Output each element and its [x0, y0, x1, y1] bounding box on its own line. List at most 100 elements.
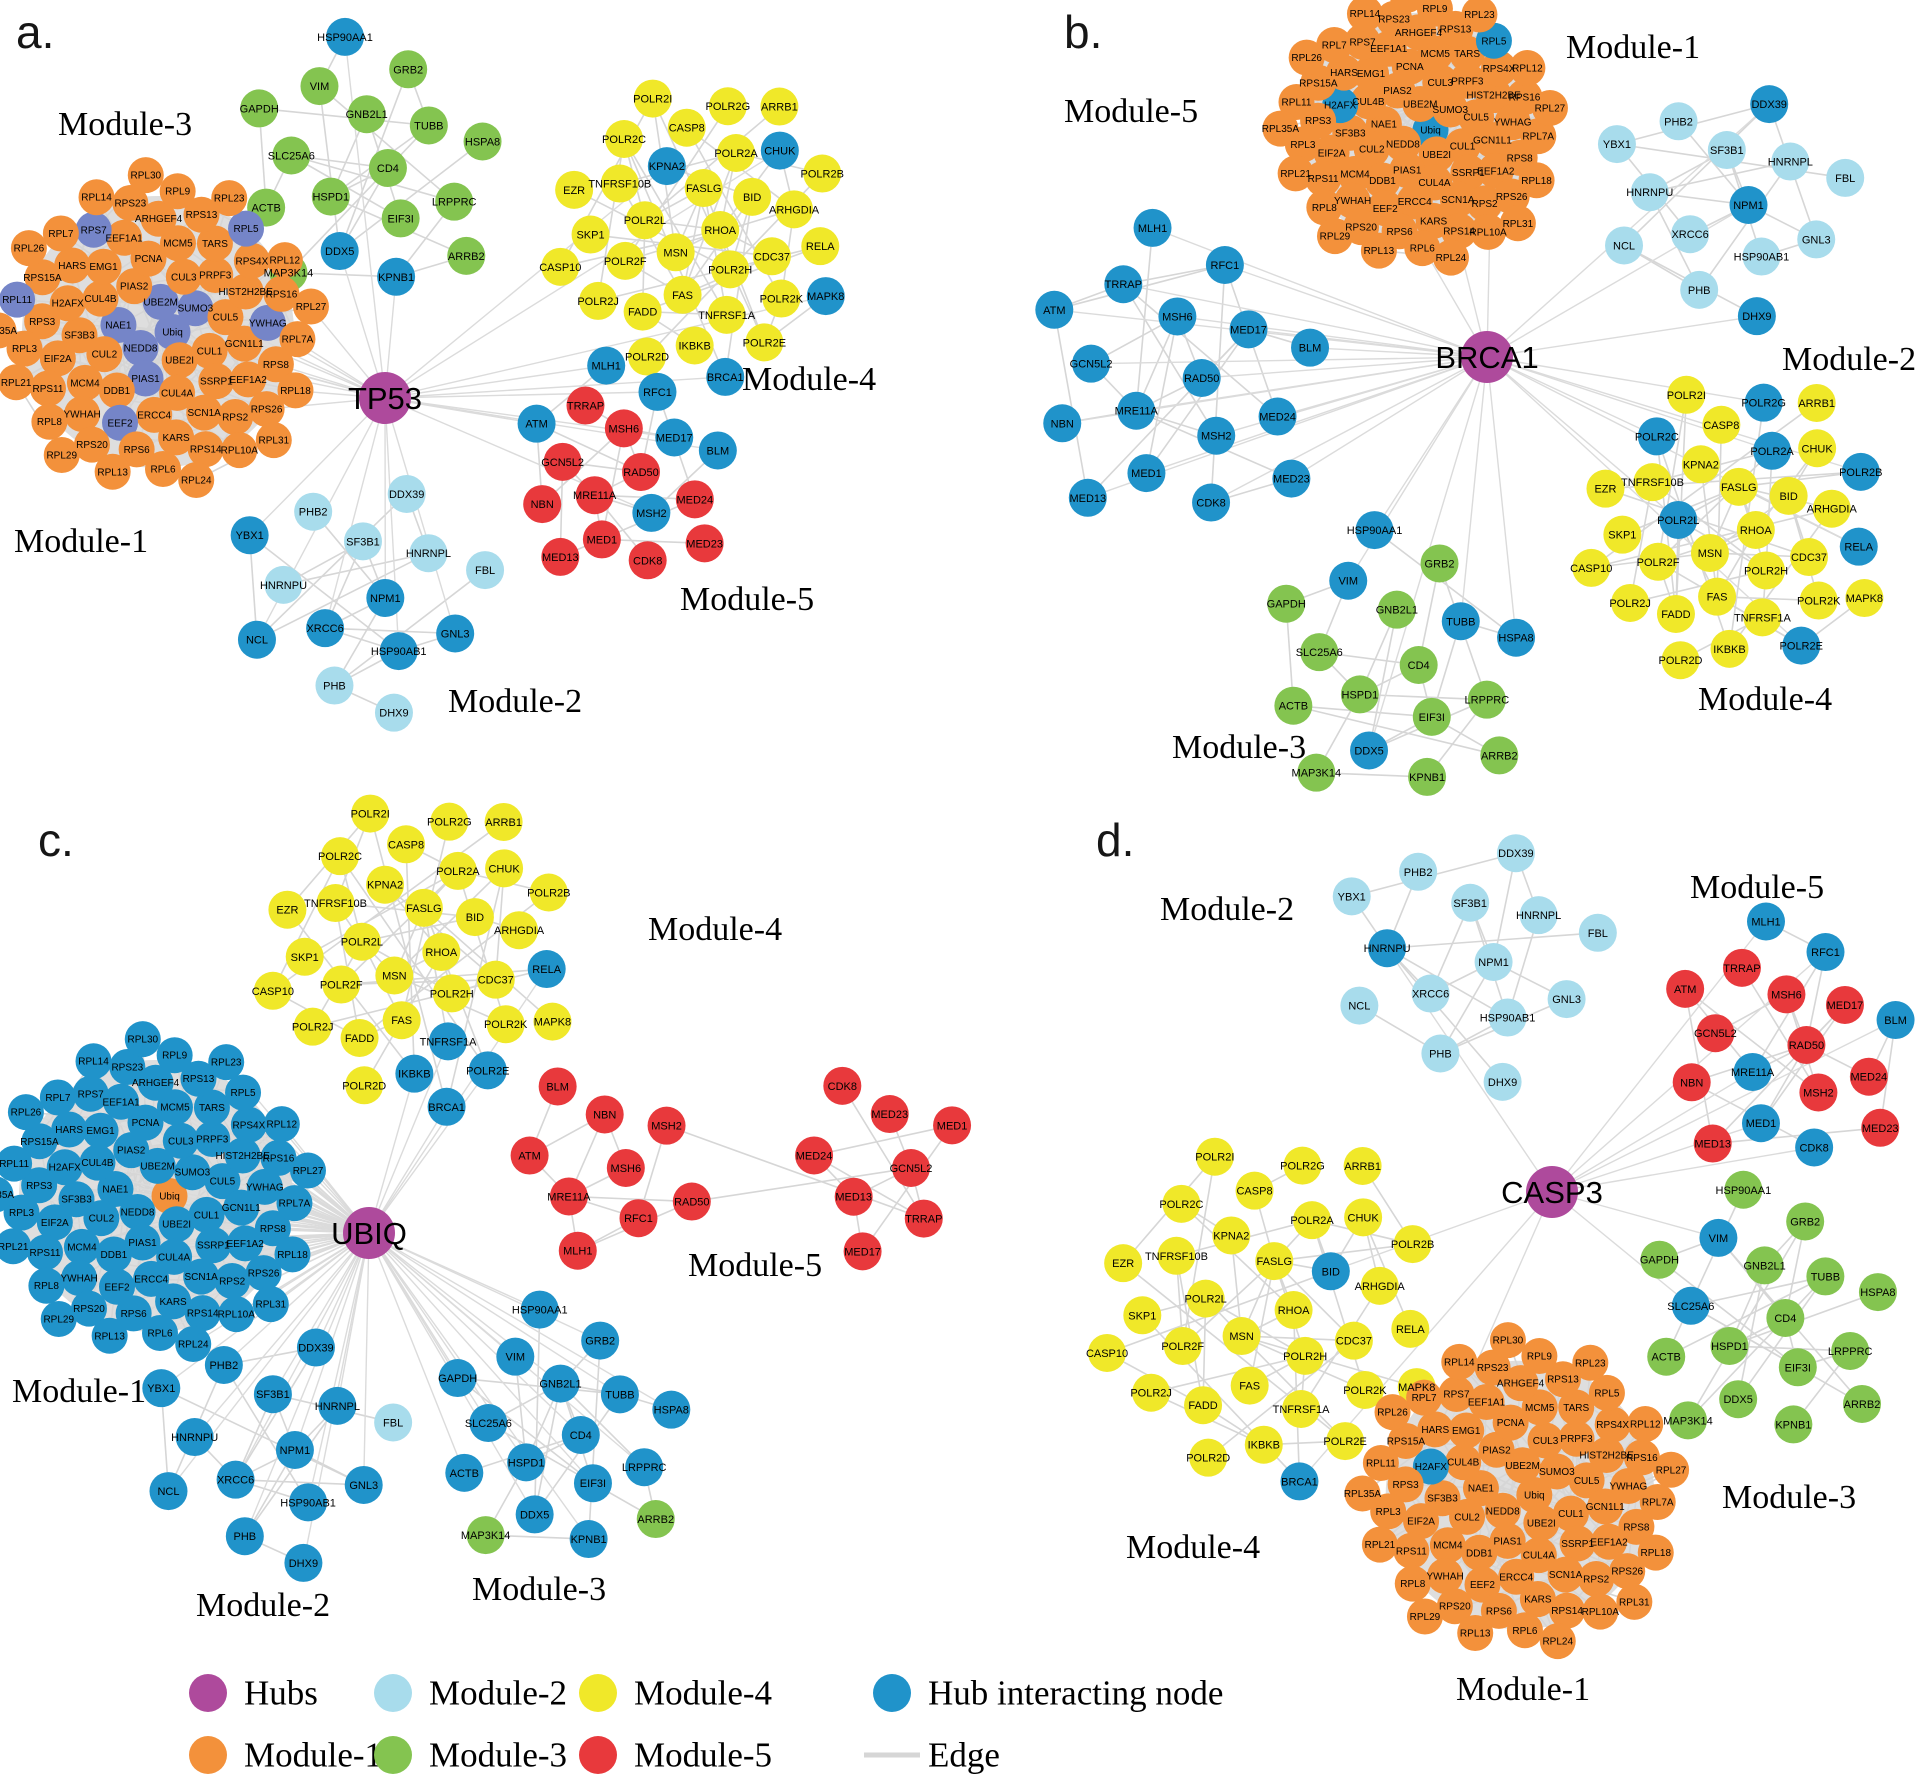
- gene-node-YWHAH[interactable]: [61, 1260, 98, 1297]
- gene-node-GCN5L2[interactable]: [543, 442, 582, 481]
- gene-node-RPS13[interactable]: [183, 196, 220, 233]
- gene-node-CDK8[interactable]: [628, 541, 667, 580]
- gene-node-BID[interactable]: [1311, 1252, 1350, 1291]
- gene-node-RPL35A[interactable]: [1344, 1475, 1381, 1512]
- gene-node-Ubiq[interactable]: [1516, 1477, 1553, 1513]
- gene-node-MED1[interactable]: [582, 520, 621, 559]
- gene-node-MLH1[interactable]: [1133, 208, 1172, 247]
- gene-node-TNFRSF1A[interactable]: [1282, 1389, 1321, 1428]
- hub-node-CASP3[interactable]: [1526, 1166, 1578, 1218]
- gene-node-ARHGDIA[interactable]: [1360, 1266, 1399, 1305]
- gene-node-MED13[interactable]: [1693, 1124, 1732, 1163]
- gene-node-RPL11[interactable]: [1362, 1444, 1399, 1481]
- gene-node-RPS4X[interactable]: [1594, 1406, 1631, 1443]
- gene-node-HARS[interactable]: [1417, 1411, 1454, 1448]
- gene-node-HNRNPL[interactable]: [409, 534, 448, 573]
- gene-node-FADD[interactable]: [340, 1018, 379, 1057]
- gene-node-RPS15A[interactable]: [21, 1123, 58, 1160]
- gene-node-SF3B3[interactable]: [61, 317, 98, 354]
- gene-node-TRRAP[interactable]: [1722, 948, 1761, 987]
- gene-node-FADD[interactable]: [1656, 594, 1695, 633]
- gene-node-POLR2D[interactable]: [1189, 1438, 1228, 1477]
- gene-node-ATM[interactable]: [517, 404, 556, 443]
- gene-node-POLR2C[interactable]: [605, 120, 644, 159]
- gene-node-POLR2L[interactable]: [342, 922, 381, 961]
- gene-node-GCN1L1[interactable]: [223, 1189, 260, 1226]
- gene-node-RPL7A[interactable]: [276, 1185, 313, 1222]
- gene-node-MCM5[interactable]: [159, 225, 196, 262]
- gene-node-CD4[interactable]: [1399, 646, 1438, 684]
- gene-node-GNL3[interactable]: [344, 1465, 383, 1504]
- gene-node-HNRNPU[interactable]: [264, 565, 303, 604]
- gene-node-MAP3K14[interactable]: [1297, 753, 1336, 792]
- gene-node-MED23[interactable]: [1861, 1108, 1900, 1147]
- gene-node-SLC25A6[interactable]: [272, 136, 311, 175]
- gene-node-POLR2D[interactable]: [628, 337, 667, 376]
- gene-node-RPL31[interactable]: [252, 1286, 289, 1323]
- gene-node-XRCC6[interactable]: [306, 609, 345, 648]
- gene-node-EMG1[interactable]: [82, 1112, 119, 1149]
- gene-node-YWHAG[interactable]: [1610, 1468, 1647, 1505]
- gene-node-RFC1[interactable]: [1205, 245, 1244, 284]
- gene-node-DHX9[interactable]: [1737, 297, 1776, 336]
- gene-node-MSN[interactable]: [1690, 533, 1729, 572]
- gene-node-RPS11[interactable]: [26, 1234, 63, 1271]
- gene-node-PHB[interactable]: [315, 666, 354, 705]
- gene-node-MSH2[interactable]: [632, 493, 671, 532]
- gene-node-EEF1A2[interactable]: [1591, 1523, 1628, 1560]
- gene-node-RPL29[interactable]: [1316, 218, 1353, 255]
- gene-node-MSH2[interactable]: [1197, 416, 1236, 455]
- gene-node-RPS7[interactable]: [1344, 23, 1381, 60]
- gene-node-PHB[interactable]: [225, 1517, 264, 1556]
- gene-node-UBE2I[interactable]: [161, 342, 198, 379]
- gene-node-POLR2B[interactable]: [1841, 452, 1880, 491]
- gene-node-EZR[interactable]: [555, 170, 594, 209]
- gene-node-HSPD1[interactable]: [311, 177, 350, 216]
- gene-node-RPL12[interactable]: [266, 242, 303, 279]
- gene-node-UBE2M[interactable]: [142, 283, 179, 320]
- gene-node-POLR2K[interactable]: [762, 279, 801, 318]
- gene-node-HSP90AA1[interactable]: [1355, 511, 1394, 550]
- gene-node-CDK8[interactable]: [823, 1066, 862, 1105]
- gene-node-BID[interactable]: [1769, 476, 1808, 515]
- gene-node-GCN1L1[interactable]: [226, 325, 263, 362]
- gene-node-EMG1[interactable]: [1353, 55, 1390, 92]
- gene-node-EIF3I[interactable]: [573, 1464, 612, 1503]
- gene-node-TUBB[interactable]: [1806, 1257, 1845, 1296]
- gene-node-GAPDH[interactable]: [1640, 1240, 1679, 1279]
- hub-node-UBIQ[interactable]: [343, 1207, 395, 1259]
- gene-node-IKBKB[interactable]: [395, 1054, 434, 1093]
- gene-node-NAE1[interactable]: [100, 307, 137, 344]
- gene-node-HNRNPL[interactable]: [1519, 896, 1558, 935]
- gene-node-CDC37[interactable]: [752, 237, 791, 276]
- gene-node-RPL8[interactable]: [31, 403, 68, 440]
- gene-node-H2AFX[interactable]: [1412, 1448, 1449, 1485]
- gene-node-RPL9[interactable]: [1521, 1337, 1558, 1374]
- gene-node-POLR2H[interactable]: [1747, 551, 1786, 590]
- gene-node-CUL3[interactable]: [1527, 1422, 1564, 1459]
- gene-node-RPL18[interactable]: [1518, 162, 1555, 199]
- gene-node-SKP1[interactable]: [1603, 515, 1642, 554]
- gene-node-SLC25A6[interactable]: [1300, 633, 1339, 672]
- gene-node-POLR2E[interactable]: [468, 1051, 507, 1090]
- gene-node-RPS15A[interactable]: [24, 259, 61, 296]
- gene-node-MSH6[interactable]: [1767, 975, 1806, 1014]
- gene-node-SUMO3[interactable]: [177, 290, 214, 327]
- gene-node-RPS2[interactable]: [1578, 1560, 1615, 1597]
- gene-node-YWHAH[interactable]: [64, 396, 101, 433]
- gene-node-MLH1[interactable]: [1746, 902, 1785, 941]
- gene-node-RELA[interactable]: [527, 950, 566, 989]
- gene-node-RPL13[interactable]: [1457, 1615, 1494, 1652]
- gene-node-TARS[interactable]: [193, 1089, 230, 1126]
- gene-node-CUL3[interactable]: [165, 258, 202, 295]
- gene-node-MED17[interactable]: [843, 1232, 882, 1271]
- gene-node-POLR2A[interactable]: [1293, 1201, 1332, 1240]
- gene-node-BRCA1[interactable]: [427, 1087, 466, 1126]
- gene-node-VIM[interactable]: [1329, 561, 1368, 600]
- gene-node-EIF2A[interactable]: [36, 1204, 73, 1241]
- gene-node-POLR2B[interactable]: [803, 154, 842, 193]
- gene-node-POLR2E[interactable]: [1326, 1422, 1365, 1461]
- gene-node-SUMO3[interactable]: [174, 1154, 211, 1191]
- gene-node-CASP8[interactable]: [387, 825, 426, 864]
- gene-node-SUMO3[interactable]: [1538, 1453, 1575, 1490]
